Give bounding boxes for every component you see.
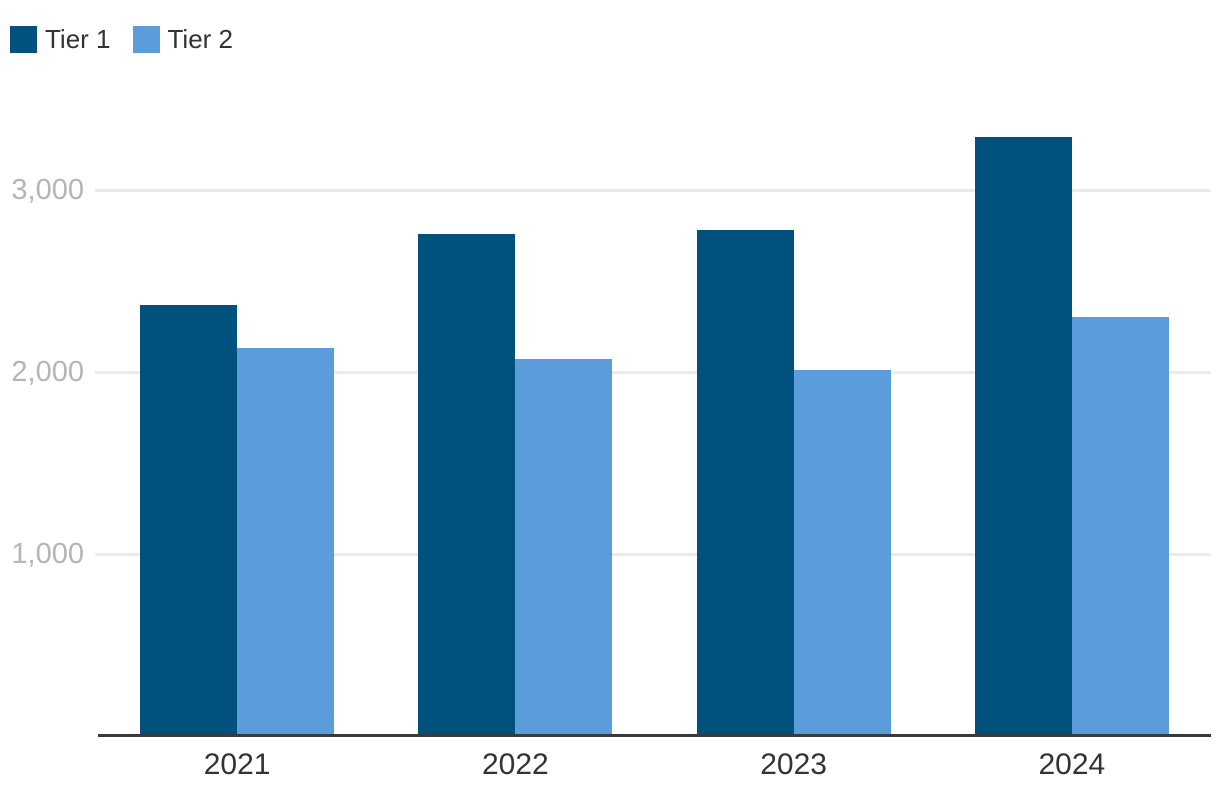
legend-item-tier-1: Tier 1: [10, 26, 111, 53]
bar-tier-1-2023: [696, 230, 794, 736]
x-axis-tick-label: 2024: [1038, 748, 1106, 781]
x-axis-tick-label: 2022: [482, 748, 549, 781]
gridline-1000: [95, 553, 1211, 556]
x-axis-line: [98, 734, 1211, 737]
legend-swatch-tier-1: [10, 26, 37, 53]
bar-tier-1-2021: [140, 304, 238, 736]
y-axis-tick-label: 3,000: [11, 174, 84, 206]
bar-tier-2-2024: [1071, 317, 1169, 736]
y-axis-tick-label: 1,000: [11, 538, 84, 570]
legend: Tier 1 Tier 2: [10, 26, 233, 53]
legend-label-tier-2: Tier 2: [167, 24, 234, 54]
legend-swatch-tier-2: [132, 26, 160, 53]
legend-label-tier-1: Tier 1: [45, 24, 111, 54]
bar-tier-2-2021: [237, 348, 335, 736]
bar-tier-1-2022: [418, 233, 516, 736]
legend-item-tier-2: Tier 2: [132, 24, 234, 54]
bar-tier-2-2023: [793, 370, 891, 736]
gridline-3000: [95, 189, 1211, 192]
x-axis-tick-label: 2021: [203, 748, 271, 781]
gridline-2000: [95, 371, 1211, 374]
x-axis-tick-label: 2023: [760, 748, 827, 781]
bar-tier-1-2024: [974, 137, 1072, 736]
y-axis-tick-label: 2,000: [11, 356, 84, 388]
bar-tier-2-2022: [515, 359, 613, 736]
